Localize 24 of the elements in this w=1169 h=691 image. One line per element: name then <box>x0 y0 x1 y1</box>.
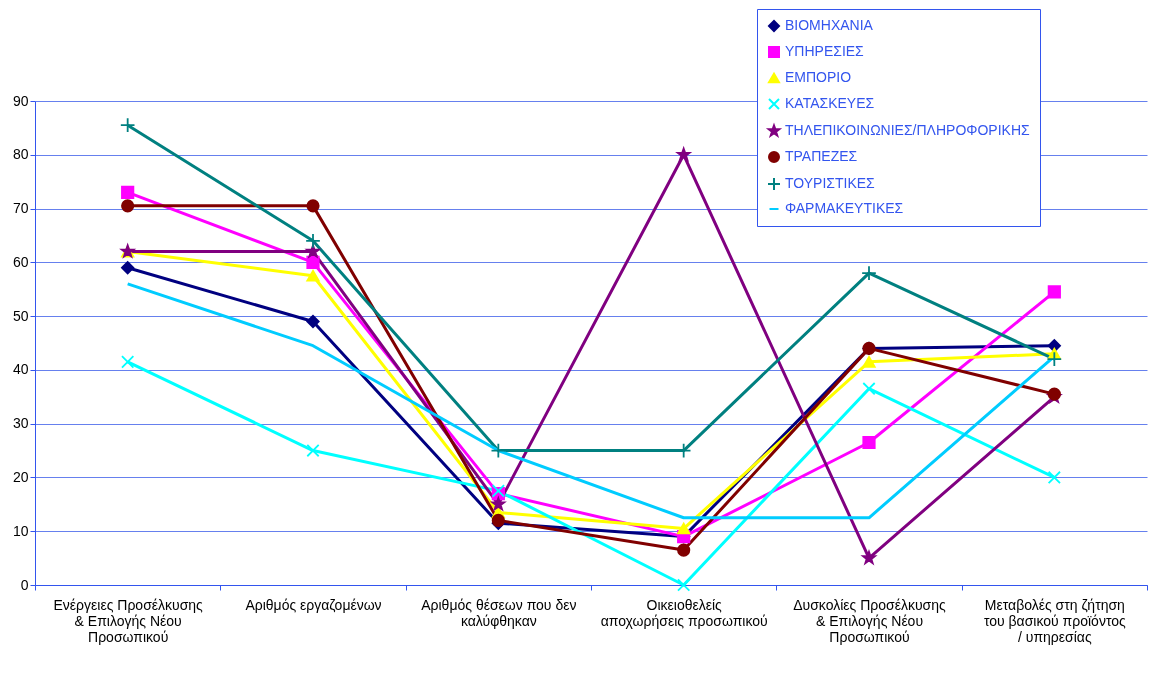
y-tick-label: 60 <box>12 253 29 270</box>
y-tick-label: 70 <box>12 200 29 217</box>
y-tick-label: 30 <box>12 415 29 432</box>
legend-label: ΤΗΛΕΠΙΚΟΙΝΩΝΙΕΣ/ΠΛΗΡΟΦΟΡΙΚΗΣ <box>785 122 1031 138</box>
legend-label: ΤΡΑΠΕΖΕΣ <box>785 148 858 164</box>
x-tick-label: Δυσκολίες Προσέλκυσης & Επιλογής Νέου Προσωπικού <box>793 596 947 645</box>
y-tick-label: 50 <box>12 307 29 324</box>
x-tick-label: Μεταβολές στη ζήτηση του βασικού προϊόντος / υπηρεσίας <box>983 596 1127 645</box>
y-tick-label: 10 <box>12 522 29 539</box>
legend-label: ΦΑΡΜΑΚΕΥΤΙΚΕΣ <box>785 200 904 216</box>
y-tick-label: 90 <box>12 92 29 109</box>
legend-label: ΚΑΤΑΣΚΕΥΕΣ <box>785 95 875 111</box>
legend-label: ΥΠΗΡΕΣΙΕΣ <box>785 43 865 59</box>
legend-label: ΤΟΥΡΙΣΤΙΚΕΣ <box>785 175 876 191</box>
x-tick-label: Αριθμός θέσεων που δεν καλύφθηκαν <box>421 596 577 629</box>
x-tick-label: Οικειοθελείς αποχωρήσεις προσωπικού <box>600 596 768 629</box>
legend-label: ΒΙΟΜΗΧΑΝΙΑ <box>785 17 874 33</box>
y-tick-label: 20 <box>12 468 29 485</box>
x-tick-label: Αριθμός εργαζομένων <box>245 596 382 613</box>
y-tick-label: 0 <box>20 576 29 593</box>
y-tick-label: 80 <box>12 146 29 163</box>
y-tick-label: 40 <box>12 361 29 378</box>
legend-label: ΕΜΠΟΡΙΟ <box>785 69 852 85</box>
x-tick-label: Ενέργειες Προσέλκυσης & Επιλογής Νέου Προσωπικού <box>53 596 204 645</box>
